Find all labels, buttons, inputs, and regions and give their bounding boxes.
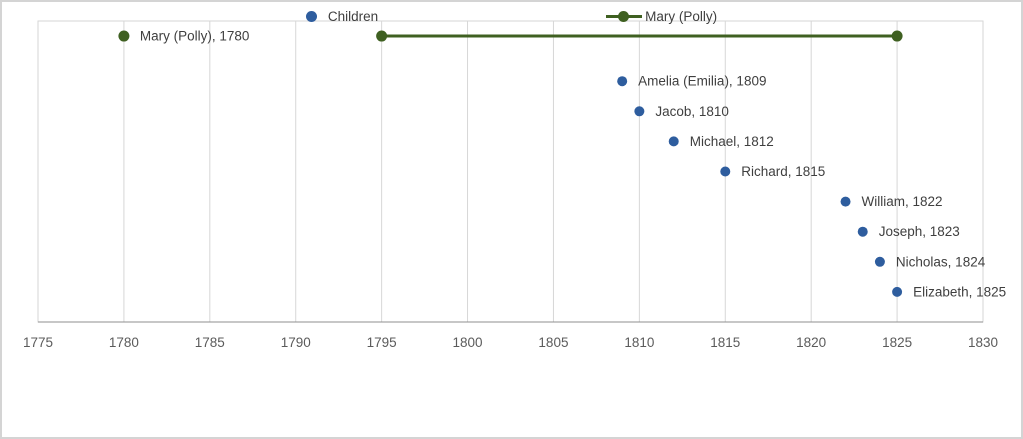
x-tick-label: 1825 [882, 335, 912, 350]
children-marker-icon [305, 10, 317, 22]
child-point-label: Nicholas, 1824 [896, 254, 986, 269]
child-point[interactable] [892, 286, 903, 297]
chart-legend: Children Mary (Polly) [2, 2, 1021, 30]
child-point-label: Joseph, 1823 [879, 224, 960, 239]
mary-point-label: Mary (Polly), 1780 [140, 29, 250, 44]
legend-item-mary[interactable]: Mary (Polly) [606, 9, 717, 24]
legend-label-children: Children [327, 8, 379, 24]
child-point-label: Jacob, 1810 [655, 104, 729, 119]
x-tick-label: 1790 [281, 335, 311, 350]
child-point[interactable] [617, 76, 628, 87]
legend-item-children[interactable]: Children [305, 8, 379, 24]
x-tick-label: 1795 [367, 335, 397, 350]
child-point-label: Amelia (Emilia), 1809 [638, 74, 766, 89]
mary-marker-icon [606, 10, 643, 22]
child-point-label: Michael, 1812 [690, 134, 774, 149]
x-tick-label: 1815 [710, 335, 740, 350]
mary-marker-dot-icon [618, 10, 630, 22]
legend-label-mary: Mary (Polly) [645, 8, 718, 24]
plot-border [37, 20, 984, 323]
child-point[interactable] [857, 226, 868, 237]
child-point-label: Elizabeth, 1825 [913, 284, 1006, 299]
x-tick-label: 1820 [796, 335, 826, 350]
child-point-label: William, 1822 [862, 194, 943, 209]
mary-line-endpoint[interactable] [376, 30, 388, 42]
x-tick-label: 1810 [624, 335, 654, 350]
child-point[interactable] [840, 196, 851, 207]
child-point[interactable] [874, 256, 885, 267]
x-tick-label: 1830 [968, 335, 998, 350]
x-tick-label: 1785 [195, 335, 225, 350]
child-point[interactable] [668, 136, 679, 147]
child-point[interactable] [634, 106, 645, 117]
mary-line-endpoint[interactable] [891, 30, 903, 42]
child-point[interactable] [720, 166, 731, 177]
x-tick-label: 1780 [109, 335, 139, 350]
x-tick-label: 1805 [538, 335, 568, 350]
mary-point[interactable] [118, 30, 130, 42]
x-tick-label: 1775 [23, 335, 53, 350]
x-tick-label: 1800 [453, 335, 483, 350]
child-point-label: Richard, 1815 [741, 164, 825, 179]
